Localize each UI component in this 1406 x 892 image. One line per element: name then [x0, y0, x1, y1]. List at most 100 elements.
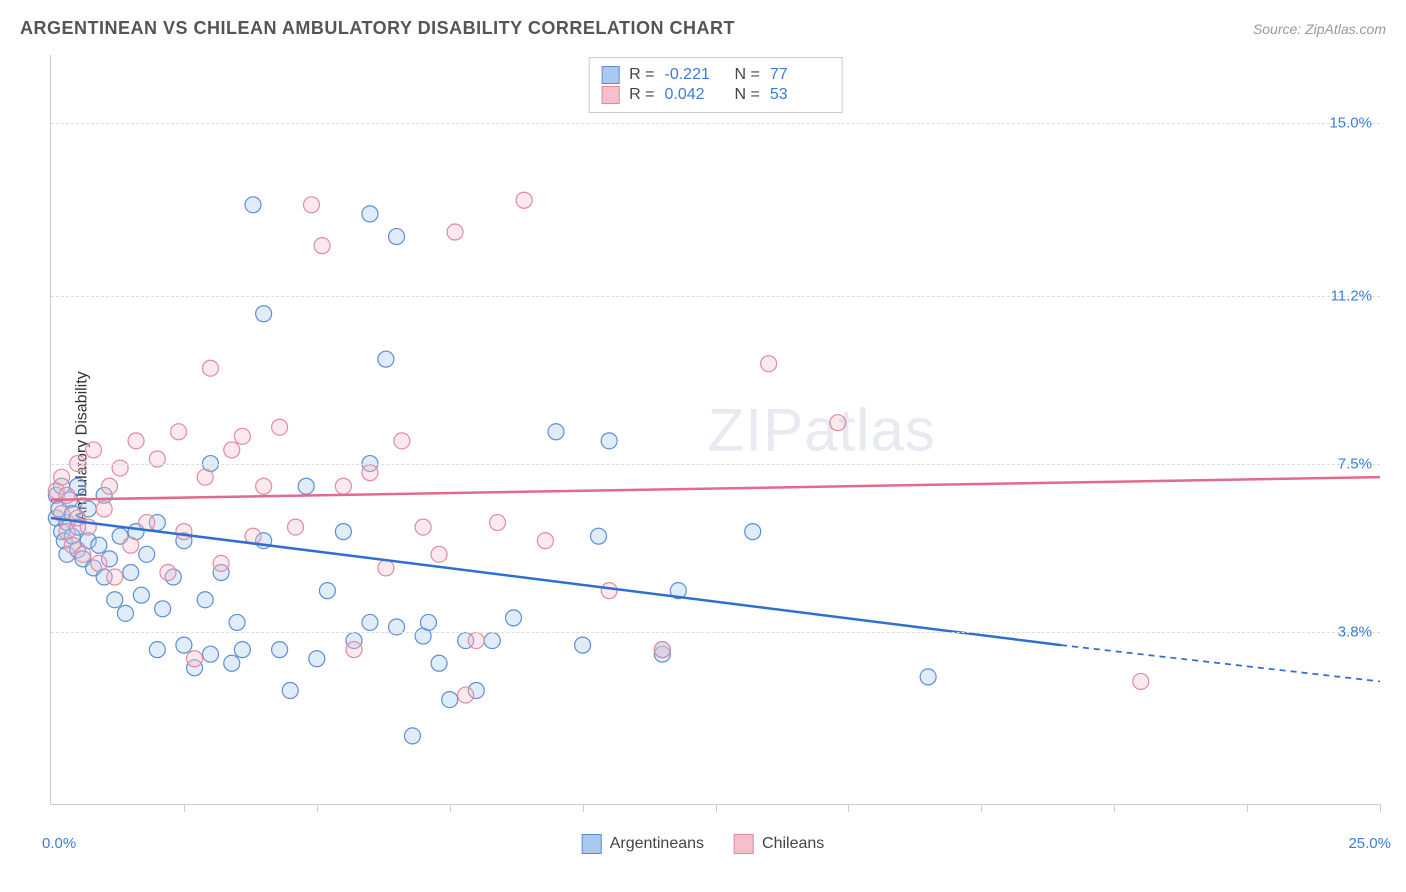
x-axis-max-label: 25.0%	[1348, 835, 1391, 852]
chart-title: ARGENTINEAN VS CHILEAN AMBULATORY DISABI…	[20, 18, 735, 39]
scatter-point	[309, 651, 325, 667]
chart-plot-area: R = -0.221 N = 77 R = 0.042 N = 53 ZIPat…	[50, 55, 1380, 805]
scatter-point	[389, 229, 405, 245]
x-tick	[848, 804, 849, 812]
r-value-chileans: 0.042	[665, 86, 725, 104]
scatter-point	[86, 442, 102, 458]
gridline-h	[51, 464, 1380, 465]
legend-swatch-chileans	[734, 834, 754, 854]
y-tick-label: 7.5%	[1338, 455, 1372, 472]
scatter-point	[91, 555, 107, 571]
scatter-point	[107, 592, 123, 608]
scatter-point	[149, 642, 165, 658]
stats-row-chileans: R = 0.042 N = 53	[601, 86, 830, 104]
scatter-point	[431, 546, 447, 562]
scatter-point	[415, 519, 431, 535]
r-label: R =	[629, 86, 654, 104]
gridline-h	[51, 123, 1380, 124]
scatter-point	[245, 197, 261, 213]
trend-line	[51, 518, 1061, 645]
x-tick	[184, 804, 185, 812]
scatter-point	[346, 642, 362, 658]
scatter-point	[601, 583, 617, 599]
scatter-point	[362, 206, 378, 222]
source-name: ZipAtlas.com	[1305, 21, 1386, 37]
scatter-point	[224, 442, 240, 458]
scatter-point	[404, 728, 420, 744]
scatter-point	[484, 633, 500, 649]
scatter-point	[234, 642, 250, 658]
n-value-argentineans: 77	[770, 66, 830, 84]
legend-swatch-argentineans	[582, 834, 602, 854]
scatter-point	[761, 356, 777, 372]
source-prefix: Source:	[1253, 21, 1305, 37]
x-tick	[1247, 804, 1248, 812]
stats-legend-box: R = -0.221 N = 77 R = 0.042 N = 53	[588, 57, 843, 113]
swatch-argentineans	[601, 66, 619, 84]
scatter-point	[176, 637, 192, 653]
scatter-point	[272, 642, 288, 658]
x-tick	[981, 804, 982, 812]
y-tick-label: 11.2%	[1331, 287, 1372, 304]
x-axis-origin-label: 0.0%	[42, 835, 76, 852]
scatter-point	[505, 610, 521, 626]
scatter-point	[128, 433, 144, 449]
swatch-chileans	[601, 86, 619, 104]
scatter-point	[601, 433, 617, 449]
scatter-point	[123, 537, 139, 553]
x-tick	[1380, 804, 1381, 812]
scatter-point	[288, 519, 304, 535]
y-tick-label: 3.8%	[1338, 623, 1372, 640]
gridline-h	[51, 632, 1380, 633]
scatter-point	[537, 533, 553, 549]
scatter-point	[155, 601, 171, 617]
scatter-point	[591, 528, 607, 544]
scatter-point	[431, 655, 447, 671]
legend-label-argentineans: Argentineans	[610, 835, 704, 853]
legend-label-chileans: Chileans	[762, 835, 824, 853]
scatter-point	[91, 537, 107, 553]
scatter-point	[272, 419, 288, 435]
x-tick	[450, 804, 451, 812]
scatter-point	[378, 560, 394, 576]
scatter-point	[107, 569, 123, 585]
n-label: N =	[735, 86, 760, 104]
r-value-argentineans: -0.221	[665, 66, 725, 84]
scatter-point	[314, 238, 330, 254]
y-tick-label: 15.0%	[1329, 115, 1372, 132]
bottom-legend: Argentineans Chileans	[582, 834, 825, 854]
scatter-point	[187, 651, 203, 667]
scatter-point	[75, 546, 91, 562]
scatter-point	[197, 469, 213, 485]
legend-item-argentineans: Argentineans	[582, 834, 704, 854]
scatter-point	[117, 605, 133, 621]
scatter-point	[654, 642, 670, 658]
scatter-point	[139, 546, 155, 562]
scatter-point	[256, 478, 272, 494]
scatter-point	[123, 564, 139, 580]
scatter-point	[516, 192, 532, 208]
x-tick	[583, 804, 584, 812]
scatter-point	[171, 424, 187, 440]
scatter-point	[229, 614, 245, 630]
scatter-point	[160, 564, 176, 580]
scatter-point	[149, 451, 165, 467]
scatter-point	[234, 428, 250, 444]
scatter-point	[745, 524, 761, 540]
scatter-point	[1133, 673, 1149, 689]
scatter-point	[575, 637, 591, 653]
scatter-point	[256, 306, 272, 322]
gridline-h	[51, 296, 1380, 297]
scatter-point	[830, 415, 846, 431]
stats-row-argentineans: R = -0.221 N = 77	[601, 66, 830, 84]
n-value-chileans: 53	[770, 86, 830, 104]
scatter-point	[213, 555, 229, 571]
scatter-point	[420, 614, 436, 630]
n-label: N =	[735, 66, 760, 84]
r-label: R =	[629, 66, 654, 84]
scatter-point	[202, 646, 218, 662]
scatter-point	[447, 224, 463, 240]
scatter-point	[378, 351, 394, 367]
scatter-point	[362, 465, 378, 481]
scatter-point	[548, 424, 564, 440]
